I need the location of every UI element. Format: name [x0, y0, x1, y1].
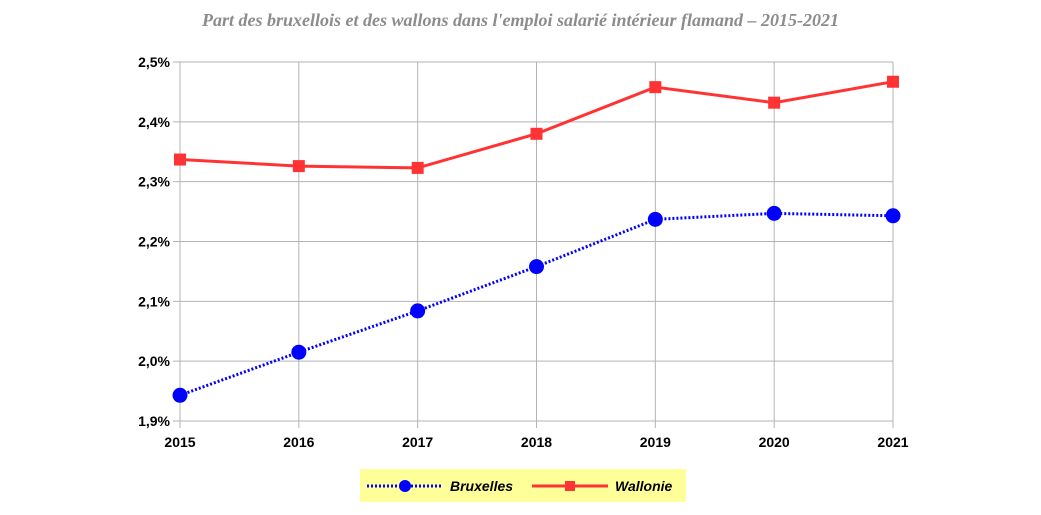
x-tick-label: 2018: [521, 434, 552, 450]
legend-label-bruxelles: Bruxelles: [450, 478, 513, 494]
legend-marker-bruxelles: [399, 480, 411, 492]
y-tick-label: 2,1%: [138, 293, 170, 309]
point-bruxelles: [885, 208, 901, 224]
point-wallonie: [649, 81, 662, 94]
grid: [173, 61, 894, 428]
legend-label-wallonie: Wallonie: [615, 478, 673, 494]
point-bruxelles: [172, 387, 188, 403]
legend-box: [360, 469, 686, 502]
x-tick-label: 2015: [164, 434, 195, 450]
y-tick-label: 2,5%: [138, 54, 170, 70]
point-wallonie: [887, 75, 899, 88]
y-tick-label: 2,3%: [138, 174, 170, 190]
x-tick-label: 2020: [759, 434, 790, 450]
point-wallonie: [174, 153, 186, 166]
x-tick-label: 2017: [402, 434, 433, 450]
x-axis: 2015 2016 2017 2018 2019 2020 2021: [164, 434, 908, 450]
chart-title: Part des bruxellois et des wallons dans …: [201, 10, 840, 30]
point-wallonie: [292, 160, 305, 173]
y-tick-label: 1,9%: [138, 413, 170, 429]
point-bruxelles: [410, 303, 426, 319]
point-bruxelles: [766, 205, 782, 221]
point-wallonie: [411, 161, 424, 174]
x-tick-label: 2021: [877, 434, 908, 450]
x-tick-label: 2019: [640, 434, 671, 450]
series-layer: [172, 75, 901, 403]
legend: Bruxelles Wallonie: [360, 469, 686, 502]
y-tick-label: 2,2%: [138, 234, 170, 250]
point-bruxelles: [291, 344, 307, 360]
point-wallonie: [530, 127, 543, 140]
point-bruxelles: [647, 211, 663, 227]
point-wallonie: [768, 96, 781, 109]
x-tick-label: 2016: [283, 434, 314, 450]
y-tick-label: 2,0%: [138, 353, 170, 369]
legend-marker-wallonie: [565, 481, 575, 491]
y-axis: 1,9% 2,0% 2,1% 2,2% 2,3% 2,4% 2,5%: [138, 54, 170, 429]
y-tick-label: 2,4%: [138, 114, 170, 130]
point-bruxelles: [529, 259, 544, 275]
